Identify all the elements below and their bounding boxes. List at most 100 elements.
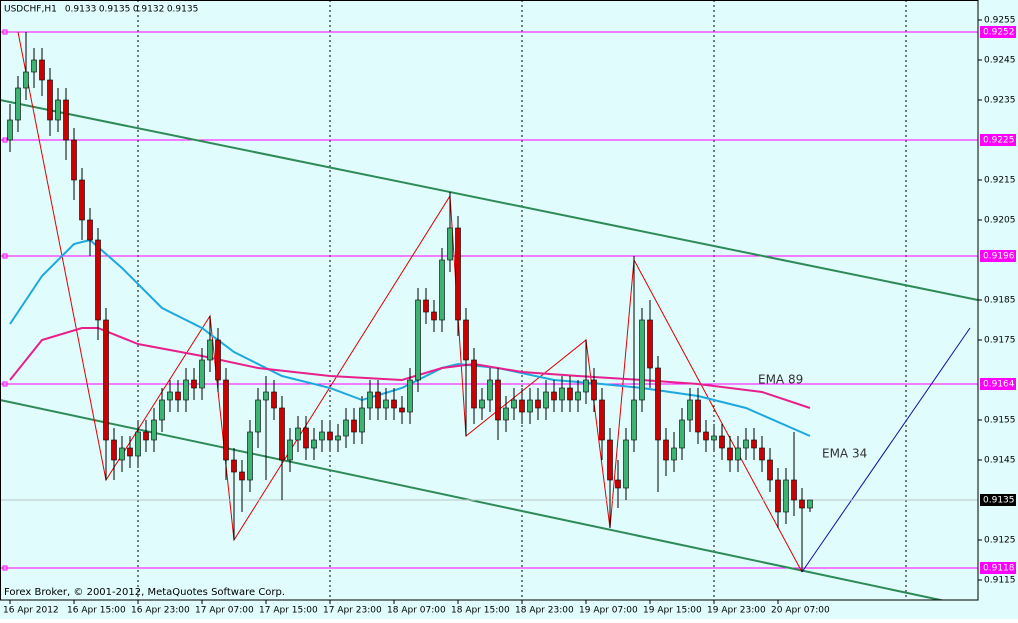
candle-body	[295, 427, 301, 441]
y-tick-label: 0.9185	[984, 296, 1016, 306]
y-tick-label: 0.9145	[984, 456, 1016, 466]
level-box	[980, 134, 1016, 146]
y-tick-label: 0.9235	[984, 96, 1016, 106]
level-anchor	[2, 137, 8, 143]
candle-body	[63, 99, 69, 141]
candle-body	[223, 379, 229, 461]
candle-body	[47, 79, 53, 121]
candle-body	[87, 219, 93, 241]
candle-body	[31, 59, 37, 73]
x-tick-label: 19 Apr 07:00	[579, 606, 638, 616]
y-tick-label: 0.9155	[984, 416, 1016, 426]
candle-body	[495, 379, 501, 421]
x-tick-label: 18 Apr 07:00	[387, 606, 446, 616]
candle-body	[735, 447, 741, 461]
level-box	[980, 26, 1016, 38]
y-tick-label: 0.9175	[984, 336, 1016, 346]
candle-body	[39, 59, 45, 81]
candle-body	[711, 435, 717, 441]
candle-body	[687, 399, 693, 421]
ohlc-value: 0.9132	[133, 5, 165, 15]
candle-body	[663, 439, 669, 461]
candle-body	[799, 499, 805, 509]
x-tick-label: 19 Apr 15:00	[643, 606, 702, 616]
y-tick-label: 0.9255	[984, 16, 1016, 26]
candle-body	[543, 391, 549, 409]
y-tick-label: 0.9205	[984, 216, 1016, 226]
candle-body	[551, 391, 557, 401]
candle-body	[447, 227, 453, 261]
level-label: 0.9252	[983, 28, 1015, 38]
candle-body	[255, 399, 261, 433]
x-tick-label: 16 Apr 15:00	[67, 606, 126, 616]
candle-body	[783, 479, 789, 513]
candle-body	[135, 431, 141, 457]
x-tick-label: 20 Apr 07:00	[771, 606, 830, 616]
candle-body	[311, 439, 317, 449]
candle-body	[215, 339, 221, 381]
ohlc-value: 0.9133	[65, 5, 97, 15]
candle-body	[639, 319, 645, 401]
axes: 0.9252 0.9225 0.9196 0.9164 0.9118 0.9255 0.92…	[3, 16, 1016, 616]
level-anchor	[2, 565, 8, 571]
level-label: 0.9225	[983, 136, 1015, 146]
candle-body	[527, 399, 533, 413]
candle-body	[615, 479, 621, 489]
candle-body	[511, 399, 517, 409]
candle-body	[71, 139, 77, 181]
candle-body	[775, 479, 781, 513]
ema-label: EMA 89	[758, 373, 803, 387]
x-tick-label: 19 Apr 23:00	[707, 606, 766, 616]
candle-body	[607, 439, 613, 481]
candle-body	[191, 379, 197, 389]
candle-body	[167, 391, 173, 401]
candle-body	[791, 479, 797, 501]
ema-label: EMA 34	[822, 447, 867, 461]
candle-body	[55, 99, 61, 121]
level-label: 0.9164	[983, 380, 1015, 390]
candle-body	[415, 299, 421, 381]
candle-body	[767, 459, 773, 481]
x-tick-label: 18 Apr 23:00	[515, 606, 574, 616]
price-box	[980, 494, 1016, 506]
candle-body	[759, 447, 765, 461]
x-tick-label: 17 Apr 15:00	[259, 606, 318, 616]
symbol-title: USDCHF,H1	[4, 5, 57, 15]
trendline	[0, 99, 978, 301]
x-tick-label: 16 Apr 23:00	[131, 606, 190, 616]
candle-body	[287, 439, 293, 461]
candle-body	[575, 391, 581, 401]
plot-area	[0, 0, 978, 600]
candle-body	[271, 391, 277, 409]
candle-body	[623, 439, 629, 489]
trendline	[801, 327, 971, 573]
level-anchor	[2, 381, 8, 387]
trendline	[0, 399, 946, 600]
candle-body	[143, 431, 149, 441]
candle-body	[671, 447, 677, 461]
candle-body	[263, 391, 269, 401]
candle-body	[183, 379, 189, 401]
candle-body	[79, 179, 85, 221]
candle-body	[503, 407, 509, 421]
candle-body	[7, 119, 13, 141]
price-label: 0.9135	[983, 496, 1015, 506]
candle-body	[591, 379, 597, 401]
candle-body	[303, 427, 309, 449]
candle-body	[111, 439, 117, 461]
y-tick-label: 0.9245	[984, 56, 1016, 66]
candle-body	[559, 387, 565, 401]
candle-body	[207, 339, 213, 361]
y-tick-label: 0.9115	[984, 576, 1016, 586]
candle-body	[247, 431, 253, 481]
x-tick-label: 18 Apr 15:00	[451, 606, 510, 616]
candle-body	[695, 399, 701, 433]
level-anchor	[2, 29, 8, 35]
candle-body	[279, 407, 285, 461]
candle-body	[335, 435, 341, 441]
candle-body	[375, 391, 381, 409]
y-tick-label: 0.9215	[984, 176, 1016, 186]
candle-body	[655, 367, 661, 441]
candle-body	[151, 419, 157, 441]
